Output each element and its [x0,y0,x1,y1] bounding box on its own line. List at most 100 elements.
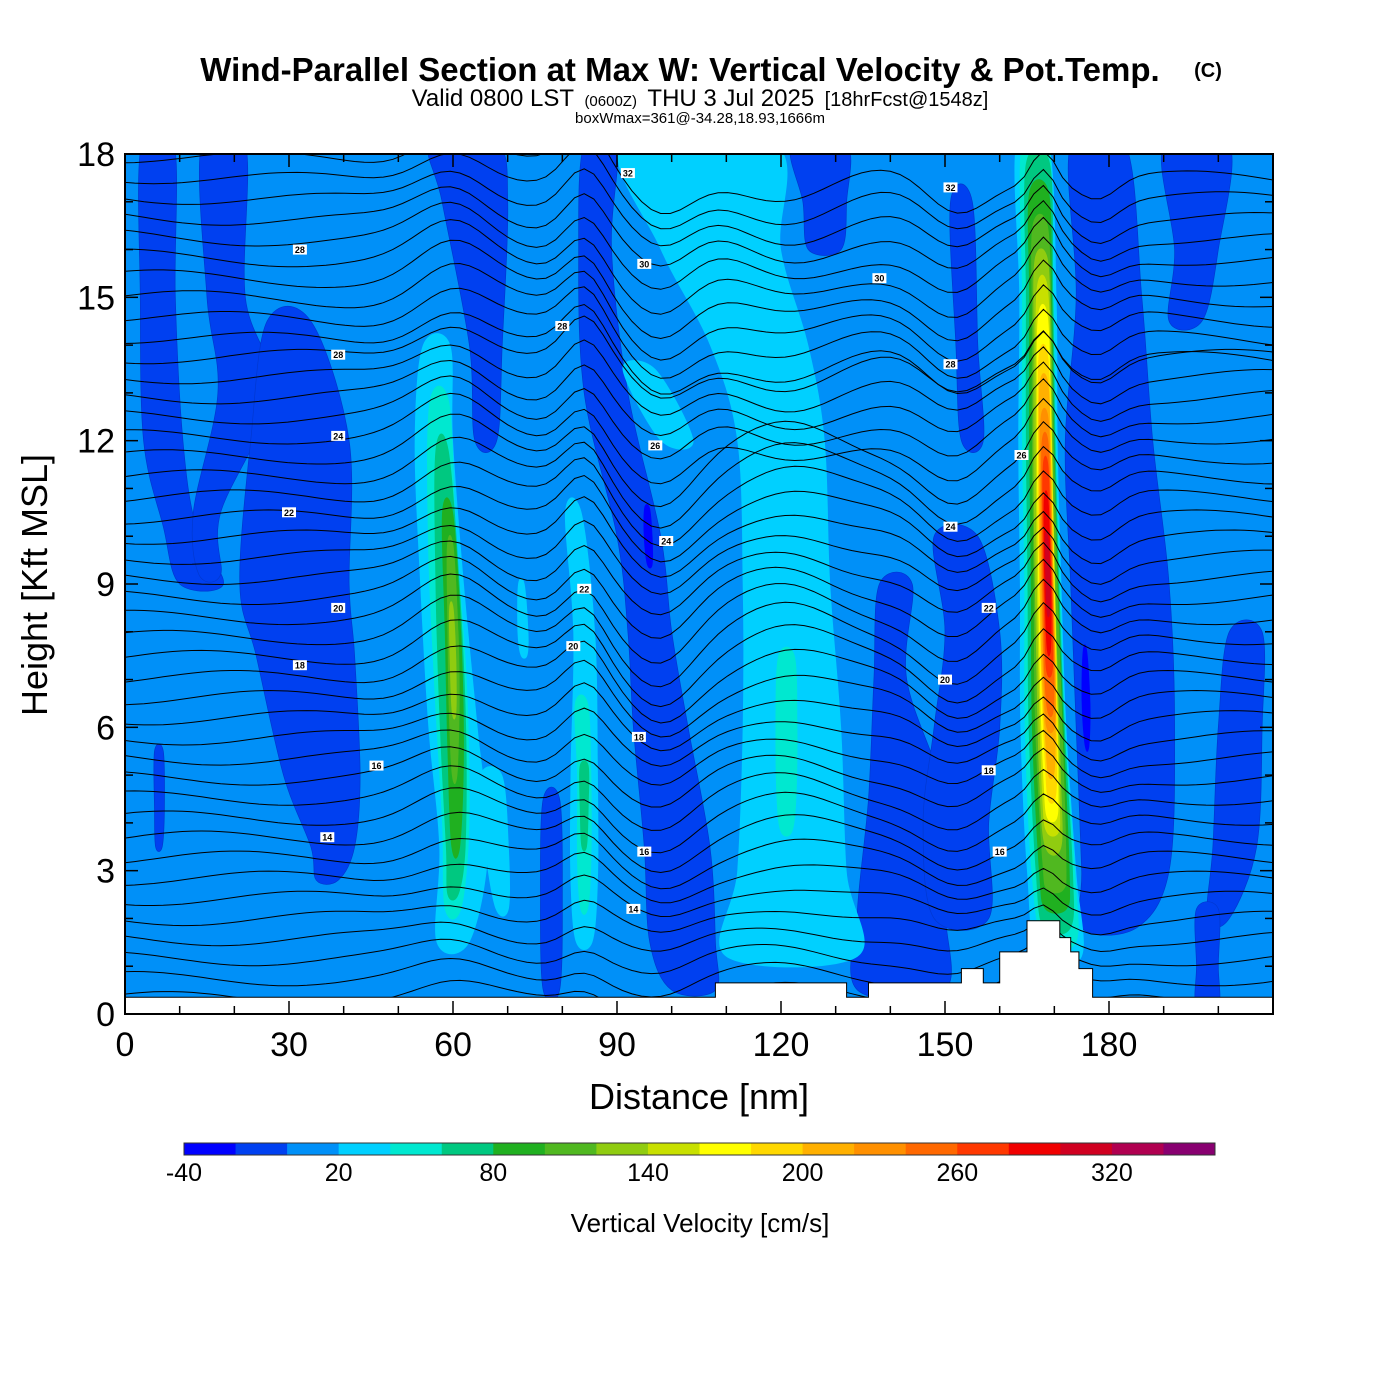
colorbar-tick-label: -40 [166,1159,202,1187]
copyright-mark: (C) [1194,60,1222,82]
theta-contour-line [125,874,1273,918]
theta-contour-line [125,920,1273,953]
y-tick-label: 0 [96,996,115,1034]
colorbar-frame [183,1142,1216,1156]
colorbar-swatch [287,1143,340,1155]
contour-label: 30 [637,258,652,269]
contour-label-bg [872,273,887,284]
updraft-band [579,760,590,852]
contour-label-bg [637,846,652,857]
colorbar-swatch [802,1143,855,1155]
downdraft-region [578,154,720,997]
contour-label-text: 14 [628,904,638,914]
colorbar-tick-label: 200 [782,1159,824,1187]
strong-downdraft-core [643,504,654,569]
colorbar-swatch [493,1143,546,1155]
colorbar-tick-label: 20 [325,1159,353,1187]
contour-label-text: 18 [634,732,644,742]
contour-label-bg [555,321,570,331]
y-tick-label: 15 [77,279,115,317]
axis-ticks [124,153,1274,1015]
contour-label: 22 [981,602,996,613]
contour-label-bg [659,536,674,546]
y-tick-labels: 0 3 6 9 12 15 18 [77,136,115,1034]
downdraft-region [191,154,274,583]
contour-label-bg [292,244,307,255]
y-tick-label: 12 [77,423,115,461]
plot-area: 32 32 30 30 28 28 28 28 26 26 24 24 24 22 22 22 20 20 20 18… [125,154,1273,1014]
contour-label-text: 32 [623,169,633,179]
contour-label: 24 [331,430,346,441]
contour-label-text: 20 [940,675,950,685]
contour-label-bg [981,602,996,613]
contour-label-text: 32 [945,183,955,193]
colorbar-tick-label: 320 [1091,1159,1133,1187]
contour-label-text: 24 [945,522,955,532]
contour-label: 28 [943,359,958,370]
box-info: boxWmax=361@-34.28,18.93,1666m [575,110,825,127]
contour-labels: 32 32 30 30 28 28 28 28 26 26 24 24 24 22 22 22 20 20 20 18… [282,168,1029,914]
contour-label-bg [943,182,958,193]
x-tick-labels: 0 30 60 90 120 150 180 [116,1026,1138,1064]
contour-label-text: 14 [322,833,332,843]
updraft-band [622,360,694,450]
contour-label-bg [943,359,958,370]
theta-contour-line [125,168,1273,248]
theta-contour-line [125,154,1273,230]
x-tick-label: 120 [753,1026,810,1064]
theta-contour-line [125,457,1273,547]
colorbar-tick-label: 80 [479,1159,507,1187]
contour-label-text: 22 [284,508,294,518]
theta-contour-line [125,746,1273,808]
theta-contour-line [125,154,1273,214]
colorbar-swatch [544,1143,597,1155]
contour-label-bg [626,903,641,914]
x-tick-label: 0 [116,1026,135,1064]
contour-label: 18 [981,765,996,776]
x-tick-label: 180 [1081,1026,1138,1064]
contour-label-bg [631,731,646,742]
colorbar-swatch [699,1143,752,1155]
downdraft-region [427,154,509,453]
theta-contour-line [125,186,1273,269]
contour-label-text: 28 [557,322,567,332]
theta-contour-line [125,682,1273,752]
theta-contour-line [125,851,1273,904]
contour-label-text: 18 [295,661,305,671]
colorbar-tick-label: 140 [627,1159,669,1187]
updraft-band [775,646,798,837]
contour-label: 16 [637,846,652,857]
colorbar-swatch [235,1143,288,1155]
x-tick-label: 150 [917,1026,974,1064]
theta-contour-line [125,765,1273,831]
contour-label: 18 [292,660,307,671]
contour-label-text: 16 [995,847,1005,857]
colorbar-swatch [854,1143,907,1155]
contour-label: 32 [943,182,958,193]
colorbar-swatch [441,1143,494,1155]
x-tick-label: 60 [434,1026,472,1064]
theta-contour-line [125,573,1273,664]
contour-label-bg [1014,450,1029,460]
updraft-band [479,766,511,917]
contour-label-text: 24 [661,537,671,547]
theta-contour-line [125,359,1273,437]
contour-label-text: 22 [579,584,589,594]
downdraft-region [239,306,361,885]
chart-title: Wind-Parallel Section at Max W: Vertical… [200,51,1159,88]
contour-label: 22 [282,507,296,518]
theta-contour-line [125,899,1273,936]
contour-label: 26 [1014,450,1029,461]
updraft-band [1044,531,1051,618]
theta-contour-line [125,707,1273,767]
x-tick-label: 30 [270,1026,308,1064]
colorbar-tick-label: 260 [936,1159,978,1187]
theta-contour-line [125,392,1273,485]
y-tick-label: 3 [96,853,115,891]
colorbar-swatch [338,1143,391,1155]
chart-subtitle: Valid 0800 LST (0600Z) THU 3 Jul 2025 [1… [412,85,989,112]
contour-label-text: 24 [333,431,343,441]
contour-label: 20 [566,641,581,652]
theta-contour-line [125,540,1273,616]
colorbar-swatch [751,1143,804,1155]
